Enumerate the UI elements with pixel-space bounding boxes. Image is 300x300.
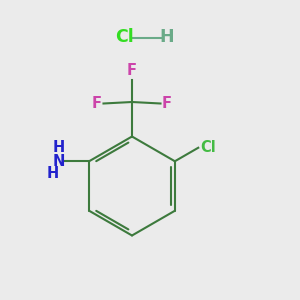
Text: N: N <box>53 154 65 169</box>
Text: Cl: Cl <box>200 140 215 155</box>
Text: H: H <box>47 166 59 181</box>
Text: F: F <box>92 96 102 111</box>
Text: Cl: Cl <box>115 28 134 46</box>
Text: F: F <box>127 63 137 78</box>
Text: F: F <box>162 96 172 111</box>
Text: H: H <box>53 140 65 155</box>
Text: H: H <box>159 28 174 46</box>
